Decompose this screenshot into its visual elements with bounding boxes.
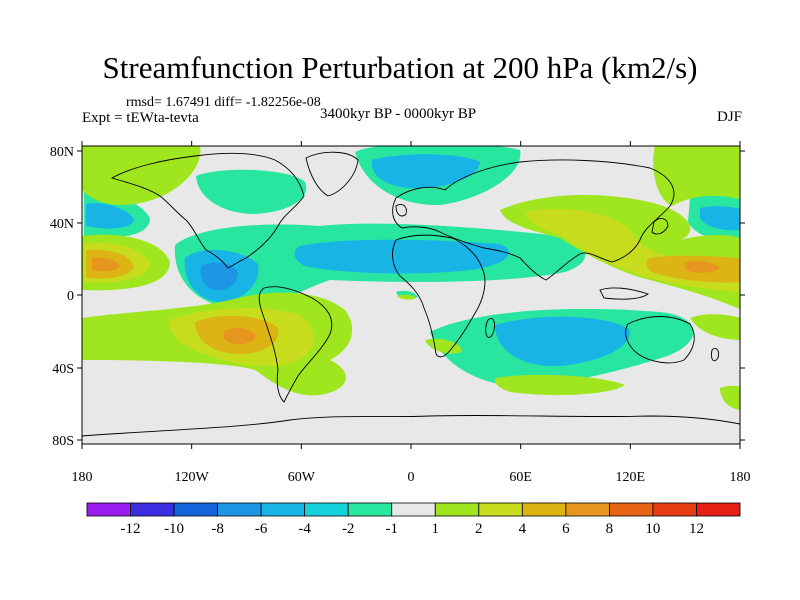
colorbar-label: -6 [255,521,268,537]
lat-label: 80S [52,434,74,449]
colorbar-swatch [260,502,306,517]
contour-region [223,328,256,344]
colorbar-label: 6 [562,521,570,537]
contour-region [685,261,720,273]
colorbar-label: 12 [689,521,704,537]
stats-label: rmsd= 1.67491 diff= -1.82256e-08 [126,95,321,110]
colorbar-swatch [652,502,697,517]
coastline-uk [395,203,407,217]
colorbar-swatch [478,502,523,517]
colorbar-label: -10 [164,521,184,537]
contour-region [494,374,625,396]
contour-region [397,294,416,300]
contour-region [196,169,307,214]
colorbar-swatch [696,502,741,517]
contour-region [653,146,740,206]
contour-region [82,146,201,205]
lon-label: 120W [175,470,210,485]
lat-label: 80N [50,145,74,160]
lat-label: 40S [52,362,74,377]
contour-region [720,385,740,410]
colorbar-label: 10 [645,521,660,537]
colorbar: -12 -10 -8 -6 -4 -2 -1 1 2 4 6 8 10 12 [86,502,741,537]
lon-label: 60W [288,470,316,485]
contour-fill-layer [82,146,740,410]
coastline-madagascar [485,318,495,338]
colorbar-swatch [391,502,436,517]
colorbar-label: 2 [475,521,483,537]
colorbar-label: -2 [342,521,355,537]
colorbar-swatch [565,502,610,517]
colorbar-label: -4 [298,521,311,537]
contour-region [690,314,740,340]
contour-region [92,257,120,272]
colorbar-swatch [347,502,393,517]
coastline-australia [625,316,695,364]
colorbar-label: 1 [432,521,440,537]
contour-region [495,316,631,367]
colorbar-label: 4 [519,521,527,537]
period-label: 3400kyr BP - 0000kyr BP [320,106,477,122]
coastline-new-zealand [711,347,719,362]
colorbar-label: -12 [121,521,141,537]
coastline-antarctica [82,414,740,437]
coastline-greenland [305,151,359,197]
coastline-indonesia [599,287,649,300]
lon-label: 180 [72,470,93,485]
experiment-label: Expt = tEWta-tevta [82,110,199,126]
colorbar-swatch [130,502,175,517]
coastline-japan [651,218,669,235]
coastline-africa [392,234,486,358]
contour-region [294,239,509,274]
colorbar-swatch [434,502,480,517]
lon-label: 0 [408,470,415,485]
colorbar-label: -8 [211,521,224,537]
axis-ticks: 80N 40N 0 40S 80S 180 120W 60W 0 60E 120E 180 [50,141,751,485]
colorbar-swatch [86,502,131,517]
lat-label: 40N [50,217,74,232]
season-label: DJF [716,109,742,125]
map-plot-area [81,145,741,445]
colorbar-swatch [217,502,262,517]
lon-label: 180 [730,470,751,485]
coastline-south-america [258,286,333,403]
lon-label: 60E [509,470,532,485]
contour-region [86,203,134,229]
coastline-eurasia [392,159,675,281]
coastline-north-america [110,152,305,269]
lat-label: 0 [67,289,74,304]
contour-region [700,206,740,231]
lon-label: 120E [616,470,646,485]
colorbar-label: 8 [606,521,614,537]
colorbar-swatch [304,502,349,517]
colorbar-swatch [173,502,218,517]
colorbar-swatch [609,502,654,517]
contour-region [371,154,480,189]
colorbar-swatch [521,502,567,517]
plot-title: Streamfunction Perturbation at 200 hPa (… [102,50,698,85]
coastline-layer [82,151,740,437]
contour-region [200,262,238,291]
colorbar-label: -1 [385,521,398,537]
